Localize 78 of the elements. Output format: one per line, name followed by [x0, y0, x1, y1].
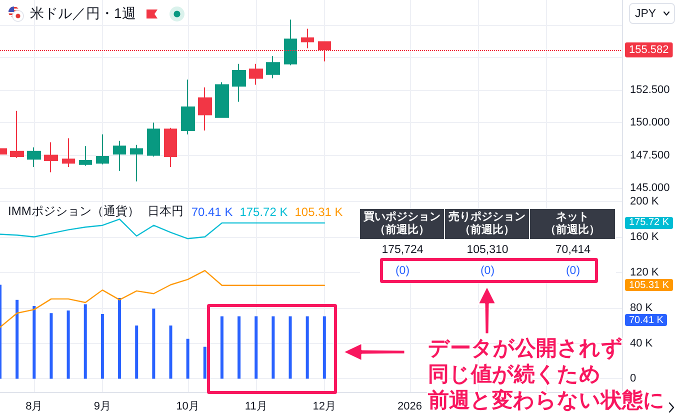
text: IMMポジション（通貨） — [8, 203, 140, 220]
annotation: (0) — [394, 264, 411, 278]
candlestick — [198, 86, 212, 131]
bar — [152, 308, 156, 379]
bar — [16, 300, 19, 379]
candlestick — [96, 134, 109, 165]
annotation: (0) — [564, 264, 582, 278]
bar — [254, 316, 258, 379]
bar — [66, 310, 70, 379]
y-tick-label: 200 K — [630, 195, 660, 208]
annotation: 前週と変わらない状態に — [428, 388, 665, 414]
y-tick-label: 160 K — [630, 230, 660, 243]
candlestick — [62, 138, 75, 168]
bar — [50, 313, 53, 379]
bar — [169, 326, 172, 379]
bar — [272, 316, 275, 379]
bar — [322, 316, 326, 379]
y-tick-label: 145.000 — [630, 182, 670, 194]
candlestick — [181, 79, 195, 135]
bar — [288, 316, 292, 379]
bar — [118, 298, 122, 379]
bar — [84, 304, 87, 379]
x-tick-label: 12月 — [312, 400, 336, 412]
candlestick — [301, 28, 314, 49]
candlestick — [164, 127, 177, 168]
annotation: 105,310 — [466, 242, 510, 258]
y-tick-label: 40 K — [630, 337, 654, 350]
y-tick-label: 147.500 — [630, 149, 670, 162]
candlestick — [147, 122, 160, 158]
dropdown: JPY — [629, 3, 675, 24]
x-tick-label: 8月 — [26, 400, 43, 412]
candlestick — [232, 63, 246, 102]
annotation: 70,414 — [554, 242, 592, 258]
line-series — [0, 218, 326, 240]
candlestick — [27, 146, 41, 168]
bar — [203, 346, 206, 379]
line-series — [0, 270, 326, 328]
bar — [220, 316, 224, 379]
candlestick — [10, 110, 24, 158]
annotation: 175,724 — [380, 242, 424, 258]
candlestick — [215, 82, 229, 118]
x-tick-label: 11月 — [244, 400, 268, 412]
bar — [306, 316, 309, 379]
bar — [186, 338, 190, 379]
text: 175.72 K — [629, 217, 670, 228]
annotation: (0) — [479, 264, 496, 278]
bar — [135, 326, 138, 379]
annotation: 同じ値が続くため — [428, 362, 601, 388]
candlestick — [249, 63, 263, 86]
text: 70.41 K — [629, 314, 664, 326]
x-tick-label: 10月 — [176, 400, 200, 412]
candlestick — [130, 144, 143, 182]
annotation: ネット（前週比） — [544, 211, 601, 237]
annotation: データが公開されず — [428, 336, 623, 362]
bar — [238, 316, 241, 379]
text: 日本円 — [147, 203, 184, 220]
bar — [32, 306, 36, 379]
y-tick-label: 0 — [630, 372, 636, 385]
series-label: 175.72 K — [240, 204, 288, 218]
candlestick — [44, 142, 58, 173]
annotation: 売りポジション（前週比） — [448, 211, 526, 237]
annotation: 買いポジション（前週比） — [363, 211, 441, 237]
candlestick — [79, 146, 92, 166]
x-tick-label: 9月 — [94, 400, 112, 412]
candlestick — [113, 140, 126, 172]
x-tick-label: 2026 — [398, 400, 422, 412]
chart-title: 米ドル／円・1週 — [30, 5, 136, 23]
ref-line-label: 155.582 — [629, 44, 669, 56]
y-tick-label: 120 K — [630, 266, 660, 278]
y-tick-label: 80 K — [630, 302, 654, 314]
text: 70.41 K — [191, 204, 233, 218]
y-tick-label: 152.500 — [630, 84, 670, 96]
text: 105.31 K — [294, 204, 343, 218]
bar — [100, 314, 104, 379]
y-tick-label: 150.000 — [630, 116, 670, 129]
candlestick — [266, 56, 280, 79]
candlestick — [284, 19, 297, 66]
text: 105.31 K — [629, 280, 670, 291]
